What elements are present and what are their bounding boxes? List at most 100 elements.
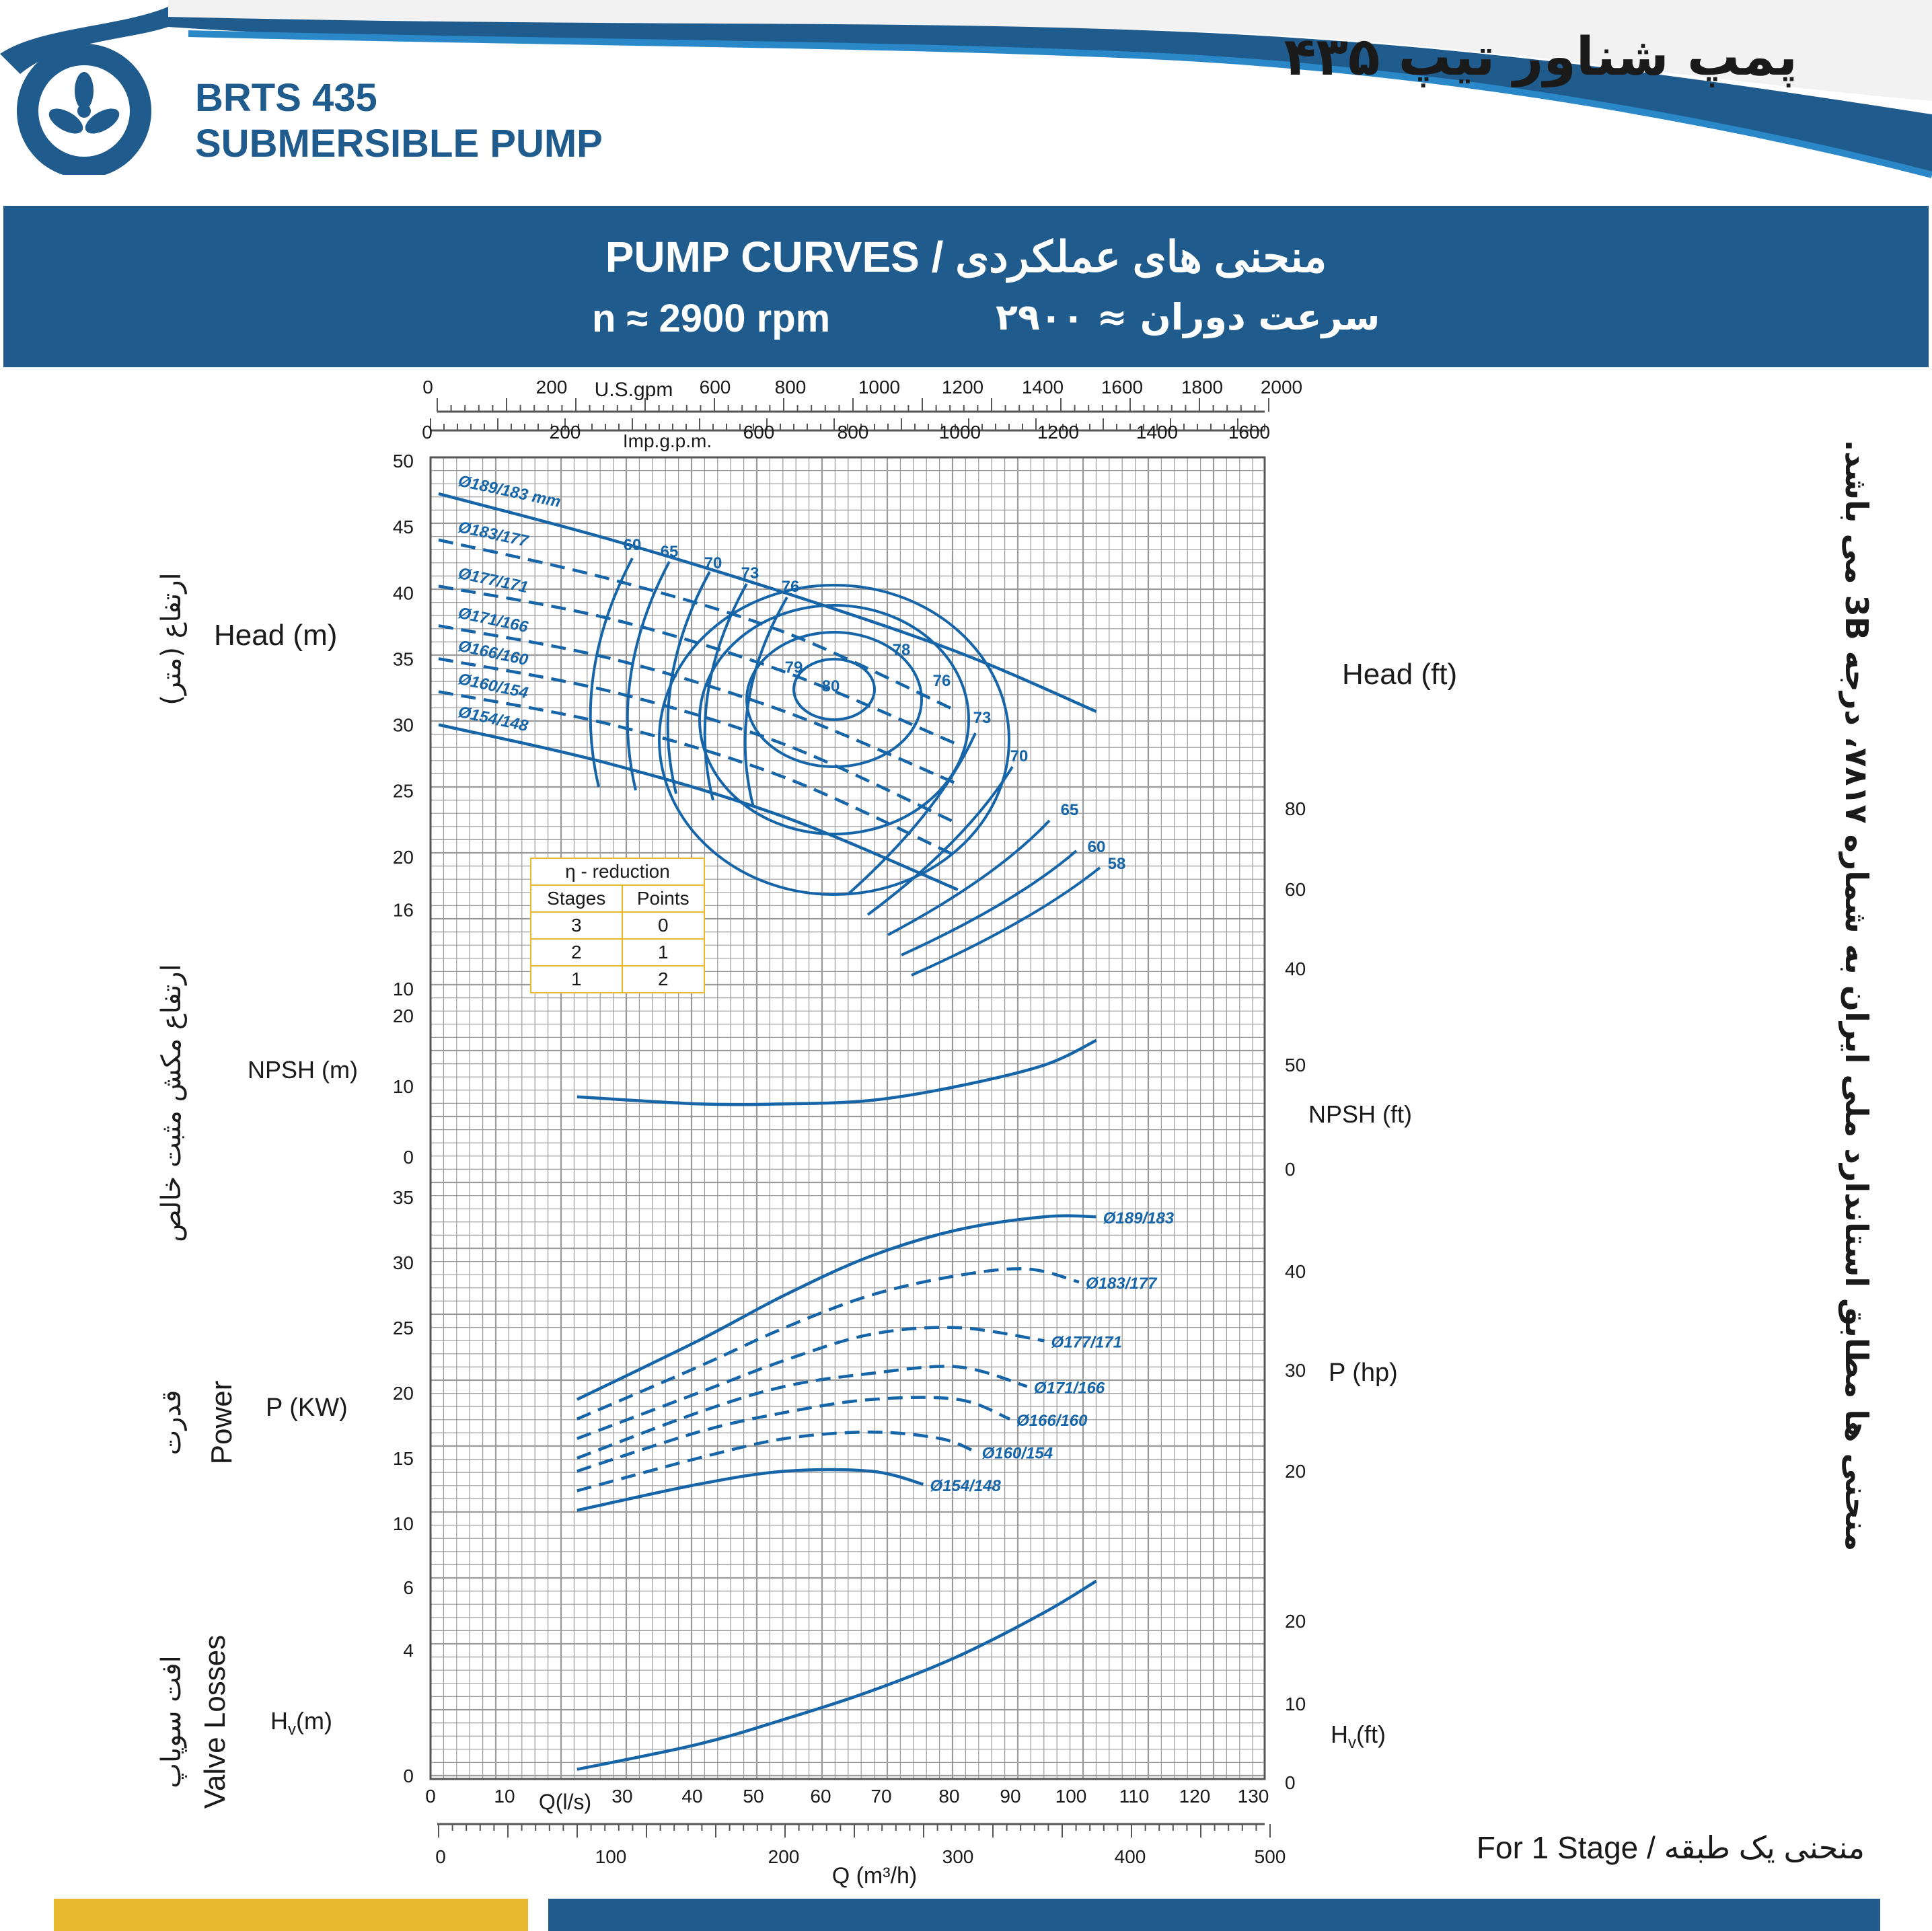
rpm-label: n ≈ 2900 rpm (592, 297, 831, 340)
qls-tick: 90 (1000, 1786, 1020, 1807)
curves (438, 492, 1101, 1771)
hv-ft-tick: 0 (1285, 1772, 1296, 1793)
power-y-tick: 10 (393, 1513, 414, 1534)
chart-labels: 0 200 600 800 1000 1200 1400 1600 1800 2000U.S.gp… (393, 377, 1306, 1889)
efficiency-label: 65 (661, 543, 679, 561)
power-series-label: Ø183/177 (1086, 1275, 1158, 1293)
power-curve-series (577, 1396, 1010, 1473)
title-banner (3, 206, 1929, 367)
npsh-ft-tick: 50 (1285, 1055, 1306, 1075)
head-curve-series (438, 657, 959, 825)
standard-note-fa: منحنی ها مطابق استاندارد ملی ایران به شم… (1838, 439, 1875, 1552)
qls-tick: 50 (743, 1786, 764, 1807)
usgpm-tick: 600 (700, 377, 731, 397)
npsh-curve (577, 1038, 1097, 1106)
usgpm-tick: 0 (422, 377, 433, 397)
efficiency-line (626, 561, 671, 791)
efficiency-label: 76 (933, 672, 951, 690)
efficiency-label: 65 (1061, 801, 1079, 819)
head-y-tick: 40 (393, 582, 414, 603)
npsh-ft-label: NPSH (ft) (1308, 1100, 1413, 1128)
power-label-fa: قدرت (156, 1390, 187, 1455)
power-y-tick: 35 (393, 1187, 414, 1208)
eta-header-points: Points (621, 884, 705, 913)
head-curve-series (438, 538, 959, 713)
valve-losses-label-fa: افت سوپاپ (156, 1655, 187, 1788)
brand-line-2: SUBMERSIBLE PUMP (195, 122, 603, 165)
efficiency-label: 76 (782, 578, 800, 596)
npsh-y-tick: 10 (393, 1076, 414, 1097)
impgpm-tick: 1600 (1228, 422, 1270, 443)
efficiency-contour (658, 584, 1010, 896)
footer-bar-blue (548, 1899, 1880, 1931)
efficiency-line (866, 765, 1014, 916)
head-label-fa: ارتفاع (متر) (156, 572, 187, 706)
efficiency-line (887, 819, 1051, 936)
hv-y-tick: 4 (403, 1640, 414, 1661)
efficiency-label: 60 (624, 536, 642, 554)
head-y-tick: 20 (393, 847, 414, 868)
efficiency-label: 78 (893, 641, 911, 659)
qls-tick: 80 (938, 1786, 959, 1807)
hv-ft-tick: 20 (1285, 1611, 1306, 1632)
power-series-label: Ø160/154 (982, 1444, 1053, 1462)
usgpm-tick: 2000 (1261, 377, 1302, 397)
head-curve-series (438, 624, 959, 786)
efficiency-label: 73 (741, 564, 759, 582)
qls-tick: 100 (1055, 1786, 1087, 1807)
power-series-label: Ø177/171 (1051, 1333, 1122, 1351)
power-hp-tick: 30 (1285, 1360, 1306, 1381)
power-y-tick: 15 (393, 1448, 414, 1469)
head-curve-series (438, 723, 959, 891)
power-kw-label: P (KW) (266, 1394, 348, 1422)
head-curve-series (438, 690, 959, 858)
power-curve-series (577, 1365, 1028, 1460)
head-y-tick: 16 (393, 899, 414, 920)
impgpm-tick: 1200 (1037, 422, 1079, 443)
power-curve-series (577, 1468, 924, 1512)
rpm-label-fa: سرعت دوران ≈ ۲۹۰۰ (996, 296, 1380, 338)
efficiency-line (589, 558, 634, 788)
head-ft-tick: 40 (1285, 958, 1306, 979)
head-series-label: Ø189/183 mm (457, 472, 562, 512)
efficiency-contour (792, 658, 876, 721)
power-y-tick: 30 (393, 1252, 414, 1273)
power-series-label: Ø154/148 (930, 1477, 1001, 1495)
head-ft-label: Head (ft) (1342, 658, 1458, 691)
usgpm-tick: 1600 (1101, 377, 1143, 397)
power-curve-series (576, 1267, 1080, 1421)
qm3h-tick: 100 (595, 1846, 627, 1867)
fan-logo-icon (0, 7, 168, 175)
power-y-tick: 20 (393, 1383, 414, 1404)
eta-header-stages: Stages (530, 884, 623, 913)
efficiency-label: 70 (704, 554, 722, 572)
npsh-label-fa: ارتفاع مکش مثبت خالص (156, 964, 187, 1242)
valve-loss-curve (577, 1579, 1097, 1771)
npsh-y-tick: 0 (403, 1147, 414, 1168)
footer-bar-yellow (54, 1899, 528, 1931)
impgpm-tick: 1000 (939, 422, 981, 443)
qm3h-tick: 0 (435, 1846, 446, 1867)
head-y-tick: 30 (393, 715, 414, 736)
usgpm-axis-label: U.S.gpm (595, 379, 673, 401)
efficiency-line (901, 849, 1078, 956)
power-curve-series (577, 1326, 1045, 1441)
efficiency-label: 60 (1088, 838, 1106, 856)
plot-frame (429, 456, 1266, 1780)
head-y-tick: 25 (393, 781, 414, 802)
eta-table-title: η - reduction (530, 858, 705, 886)
usgpm-tick: 1000 (858, 377, 900, 397)
qls-tick: 10 (494, 1786, 515, 1807)
eta-cell: 1 (530, 965, 623, 993)
qls-tick: 130 (1238, 1786, 1269, 1807)
usgpm-tick: 800 (775, 377, 807, 397)
head-y-tick: 35 (393, 648, 414, 669)
valve-losses-label: Valve Losses (198, 1634, 231, 1809)
qls-tick: 110 (1119, 1786, 1150, 1807)
